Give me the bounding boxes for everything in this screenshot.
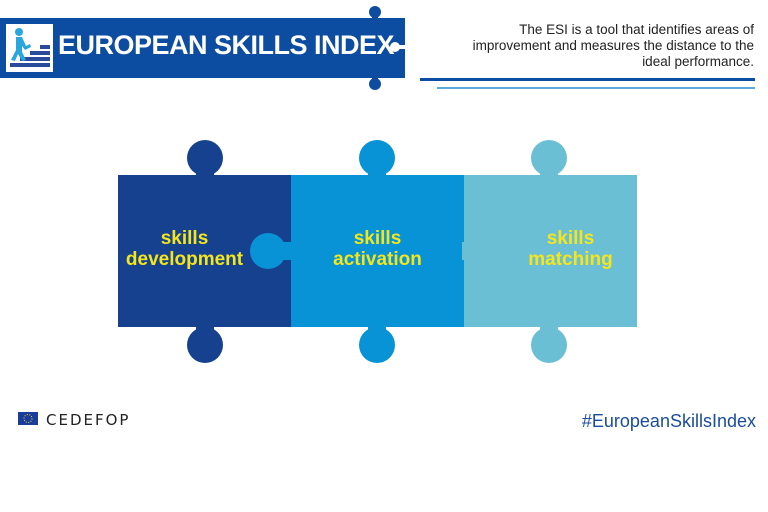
piece-skills-activation	[250, 140, 464, 363]
eu-flag-icon	[18, 412, 38, 425]
header-description: The ESI is a tool that identifies areas …	[472, 22, 754, 69]
person-climbing-stairs-icon	[6, 24, 53, 72]
piece-skills-matching	[462, 140, 637, 363]
pillar-line1: skills	[546, 228, 595, 249]
pillar-line2: matching	[528, 249, 613, 270]
cedefop-logo: CEDEFOP	[46, 411, 131, 429]
pillar-line2: development	[125, 249, 244, 270]
pillar-line2: activation	[333, 249, 422, 270]
hashtag: #EuropeanSkillsIndex	[581, 411, 756, 431]
header-title: EUROPEAN SKILLS INDEX	[58, 30, 395, 60]
header-banner	[0, 6, 405, 90]
pillar-line1: skills	[160, 228, 209, 249]
piece-skills-development	[118, 140, 291, 363]
pillar-label-development: skills development	[98, 228, 271, 270]
pillar-line1: skills	[353, 228, 402, 249]
divider-dark	[420, 78, 755, 81]
pillar-label-activation: skills activation	[291, 228, 464, 270]
pillar-label-matching: skills matching	[484, 228, 657, 270]
divider-light	[437, 87, 755, 89]
puzzle	[118, 140, 637, 363]
